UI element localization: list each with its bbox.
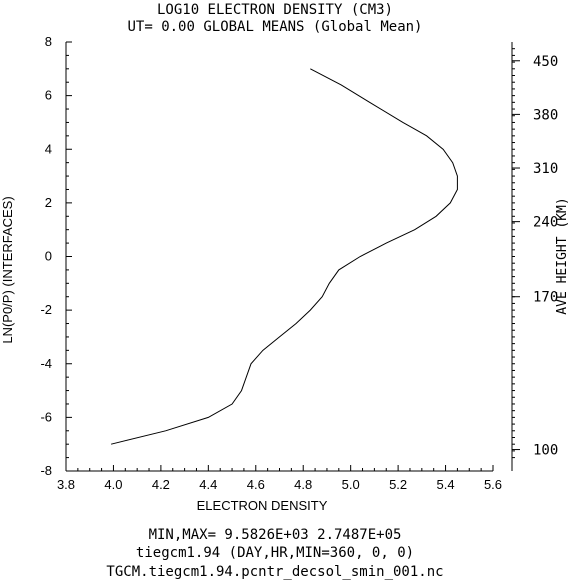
y-axis-label: LN(P0/P) (INTERFACES) [0, 196, 15, 343]
x-tick-label: 5.4 [437, 477, 455, 492]
chart-subtitle: UT= 0.00 GLOBAL MEANS (Global Mean) [127, 19, 422, 35]
y-tick-label: 0 [45, 249, 52, 264]
y2-tick-label: 240 [533, 215, 558, 231]
x-tick-label: 3.8 [57, 477, 75, 492]
y-tick-label: -8 [40, 463, 52, 478]
y-tick-label: 4 [45, 141, 52, 156]
x-tick-label: 5.6 [484, 477, 502, 492]
y-tick-label: 8 [45, 34, 52, 49]
footer-file: TGCM.tiegcm1.94.pcntr_decsol_smin_001.nc [106, 564, 443, 580]
x-tick-label: 4.0 [104, 477, 122, 492]
y-tick-label: 6 [45, 88, 52, 103]
footer-model: tiegcm1.94 (DAY,HR,MIN=360, 0, 0) [136, 545, 414, 561]
y2-tick-label: 170 [533, 290, 558, 306]
y-tick-label: -4 [40, 356, 52, 371]
data-series [110, 68, 458, 445]
y-tick-label: -2 [40, 302, 52, 317]
x-axis-label: ELECTRON DENSITY [197, 498, 328, 513]
x-tick-label: 4.6 [247, 477, 265, 492]
series-line [110, 68, 458, 445]
y2-tick-label: 310 [533, 161, 558, 177]
x-tick-label: 4.8 [294, 477, 312, 492]
plot-axes [65, 42, 513, 472]
x-tick-label: 5.0 [342, 477, 360, 492]
x-tick-label: 4.2 [152, 477, 170, 492]
x-tick-label: 4.4 [199, 477, 217, 492]
x-tick-label: 5.2 [389, 477, 407, 492]
chart-title: LOG10 ELECTRON DENSITY (CM3) [157, 2, 393, 18]
y2-tick-label: 380 [533, 107, 558, 123]
y-tick-label: -6 [40, 409, 52, 424]
y2-tick-label: 450 [533, 54, 558, 70]
axis-ticks: 3.8 4.0 4.2 4.4 4.6 4.8 5.0 5.2 5.4 5.6 -8 -6 -4 -2 0 2… [40, 34, 558, 492]
y2-tick-label: 100 [533, 443, 558, 459]
footer-minmax: MIN,MAX= 9.5826E+03 2.7487E+05 [149, 527, 402, 543]
y-tick-label: 2 [45, 195, 52, 210]
y2-axis-label: AVE HEIGHT (KM) [555, 197, 570, 314]
